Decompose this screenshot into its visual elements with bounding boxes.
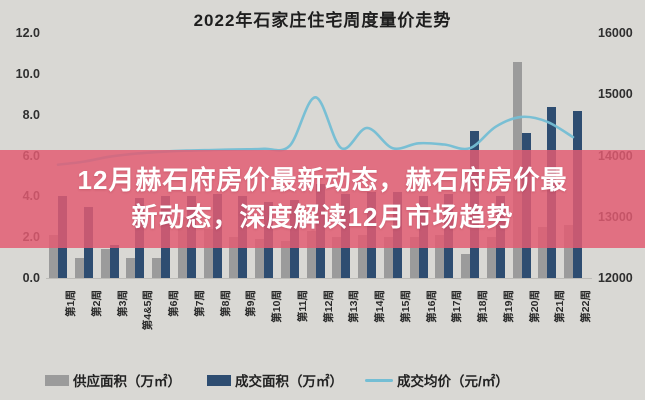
x-axis-week-label: 第6周 [168,290,180,317]
average-price-line-swatch-icon [365,378,393,382]
transaction-area-swatch-icon [207,374,231,386]
supply-bar [306,231,316,278]
legend-item-supply: 供应面积（万㎡） [45,368,181,392]
supply-bar [126,257,136,278]
supply-bar [255,239,264,278]
x-axis-week-label: 第10周 [271,290,283,323]
left-axis-tick-label: 0.0 [22,271,40,285]
headline-line-1: 12月赫石府房价最新动态，赫石府房价最 [77,165,568,195]
supply-bar [383,237,393,278]
x-axis-week-label: 第14周 [374,290,386,323]
supply-bar [152,257,161,278]
supply-bar [332,237,342,278]
left-axis-tick-label: 10.0 [15,66,40,81]
x-axis-week-label: 第15周 [399,290,412,323]
x-axis-week-label: 第4&5周 [142,290,155,331]
supply-bar [100,249,110,278]
x-axis-week-label: 第7周 [193,290,206,317]
supply-bar [74,257,84,278]
x-axis-week-label: 第16周 [425,290,438,323]
x-axis-week-label: 第19周 [502,290,515,323]
right-axis-tick-label: 16000 [598,26,633,40]
x-axis-week-label: 第8周 [219,290,232,317]
supply-bar [564,224,573,278]
left-axis-tick-label: 8.0 [22,107,40,122]
supply-bar [358,235,367,278]
supply-bar [461,253,470,278]
legend-supply-label: 供应面积（万㎡） [73,374,181,389]
supply-bar [203,229,213,278]
x-axis-week-label: 第2周 [90,290,103,317]
chart-title: 2022年石家庄住宅周度量价走势 [193,11,452,30]
legend-price-label: 成交均价（元/㎡） [397,374,509,389]
headline-line-2: 新动态，深度解读12月市场趋势 [131,202,514,232]
supply-bar [49,235,58,278]
legend-transaction-label: 成交面积（万㎡） [235,374,343,389]
transaction-bar [109,245,119,278]
x-axis-week-label: 第11周 [296,290,309,323]
supply-bar [229,237,239,278]
supply-area-swatch-icon [45,374,69,386]
headline-overlay-banner: 12月赫石府房价最新动态，赫石府房价最 新动态，深度解读12月市场趋势 [0,150,645,248]
supply-bar [409,237,419,278]
x-axis-week-label: 第18周 [477,290,489,323]
chart-legend: 供应面积（万㎡） 成交面积（万㎡） 成交均价（元/㎡） [0,368,645,392]
x-axis-week-label: 第12周 [322,290,335,323]
legend-item-price: 成交均价（元/㎡） [365,368,509,392]
x-axis-baseline [46,278,592,279]
x-axis-week-label: 第3周 [116,290,129,317]
x-axis-week-label: 第22周 [580,290,592,323]
supply-bar [435,235,445,278]
x-axis-week-label: 第21周 [554,290,567,323]
legend-item-transaction: 成交面积（万㎡） [207,368,343,392]
x-axis-week-label: 第13周 [348,290,361,323]
supply-bar [538,226,548,278]
right-axis-tick-label: 15000 [598,87,633,102]
x-axis-week-label: 第1周 [65,290,77,317]
right-axis-tick-label: 12000 [598,271,633,285]
x-axis-week-label: 第9周 [245,290,258,317]
left-axis-tick-label: 12.0 [15,26,40,40]
x-axis-week-label: 第20周 [528,290,541,323]
supply-bar [280,241,290,278]
x-axis-week-label: 第17周 [451,290,464,323]
supply-bar [486,237,496,278]
